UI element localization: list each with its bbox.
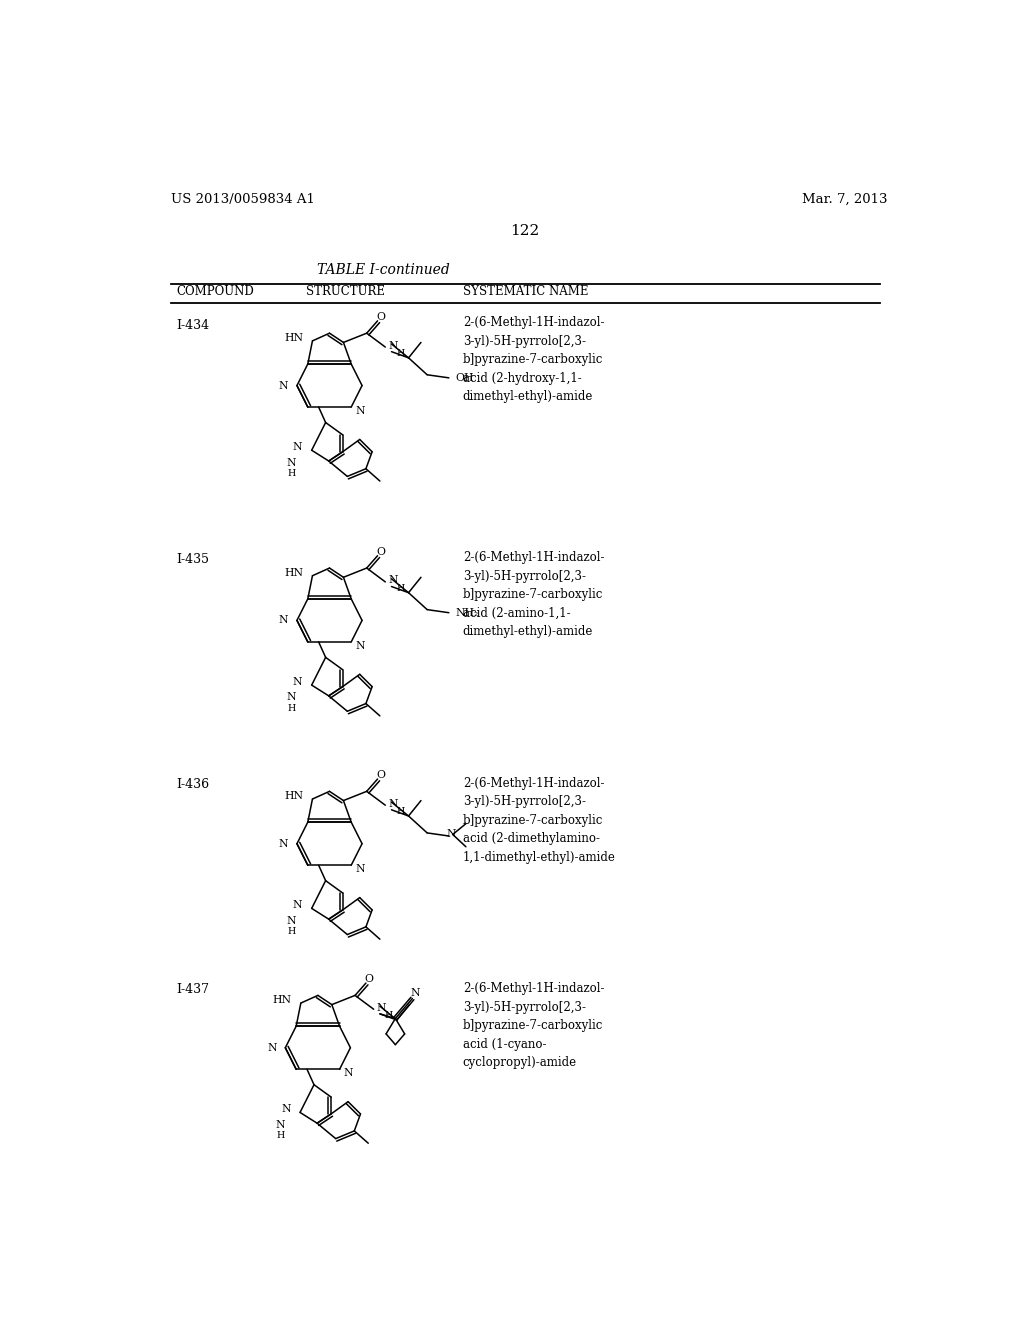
- Text: H: H: [396, 348, 404, 358]
- Text: H: H: [385, 1011, 393, 1020]
- Text: N: N: [446, 829, 456, 840]
- Text: I-436: I-436: [176, 779, 209, 791]
- Text: H: H: [396, 807, 404, 816]
- Text: OH: OH: [455, 372, 473, 383]
- Text: N: N: [388, 576, 398, 585]
- Text: N: N: [355, 865, 365, 874]
- Text: N: N: [410, 989, 420, 998]
- Text: HN: HN: [284, 333, 303, 343]
- Text: HN: HN: [272, 995, 292, 1005]
- Text: I-435: I-435: [176, 553, 209, 566]
- Text: O: O: [376, 312, 385, 322]
- Text: N: N: [267, 1043, 276, 1053]
- Text: N: N: [287, 458, 296, 467]
- Text: N: N: [377, 1003, 386, 1012]
- Text: COMPOUND: COMPOUND: [176, 285, 254, 298]
- Text: TABLE I-continued: TABLE I-continued: [317, 263, 451, 277]
- Text: HN: HN: [284, 791, 303, 801]
- Text: SYSTEMATIC NAME: SYSTEMATIC NAME: [463, 285, 589, 298]
- Text: O: O: [376, 770, 385, 780]
- Text: O: O: [376, 546, 385, 557]
- Text: H: H: [276, 1131, 285, 1140]
- Text: N: N: [388, 799, 398, 809]
- Text: H: H: [288, 469, 296, 478]
- Text: N: N: [287, 916, 296, 925]
- Text: N: N: [355, 640, 365, 651]
- Text: H: H: [396, 583, 404, 593]
- Text: H: H: [288, 927, 296, 936]
- Text: O: O: [365, 974, 374, 985]
- Text: Mar. 7, 2013: Mar. 7, 2013: [802, 193, 888, 206]
- Text: N: N: [293, 442, 302, 453]
- Text: I-434: I-434: [176, 319, 209, 333]
- Text: N: N: [279, 838, 289, 849]
- Text: STRUCTURE: STRUCTURE: [306, 285, 385, 298]
- Text: NH₂: NH₂: [455, 607, 478, 618]
- Text: N: N: [279, 615, 289, 626]
- Text: H: H: [288, 704, 296, 713]
- Text: 2-(6-Methyl-1H-indazol-
3-yl)-5H-pyrrolo[2,3-
b]pyrazine-7-carboxylic
acid (2-di: 2-(6-Methyl-1H-indazol- 3-yl)-5H-pyrrolo…: [463, 776, 615, 863]
- Text: N: N: [279, 380, 289, 391]
- Text: HN: HN: [284, 568, 303, 578]
- Text: 2-(6-Methyl-1H-indazol-
3-yl)-5H-pyrrolo[2,3-
b]pyrazine-7-carboxylic
acid (1-cy: 2-(6-Methyl-1H-indazol- 3-yl)-5H-pyrrolo…: [463, 982, 604, 1069]
- Text: 2-(6-Methyl-1H-indazol-
3-yl)-5H-pyrrolo[2,3-
b]pyrazine-7-carboxylic
acid (2-hy: 2-(6-Methyl-1H-indazol- 3-yl)-5H-pyrrolo…: [463, 317, 604, 403]
- Text: N: N: [355, 407, 365, 416]
- Text: N: N: [343, 1068, 353, 1078]
- Text: N: N: [287, 693, 296, 702]
- Text: N: N: [293, 900, 302, 911]
- Text: N: N: [275, 1119, 285, 1130]
- Text: N: N: [282, 1105, 291, 1114]
- Text: I-437: I-437: [176, 983, 209, 997]
- Text: N: N: [293, 677, 302, 686]
- Text: US 2013/0059834 A1: US 2013/0059834 A1: [171, 193, 314, 206]
- Text: 2-(6-Methyl-1H-indazol-
3-yl)-5H-pyrrolo[2,3-
b]pyrazine-7-carboxylic
acid (2-am: 2-(6-Methyl-1H-indazol- 3-yl)-5H-pyrrolo…: [463, 552, 604, 638]
- Text: N: N: [388, 341, 398, 351]
- Text: 122: 122: [510, 224, 540, 239]
